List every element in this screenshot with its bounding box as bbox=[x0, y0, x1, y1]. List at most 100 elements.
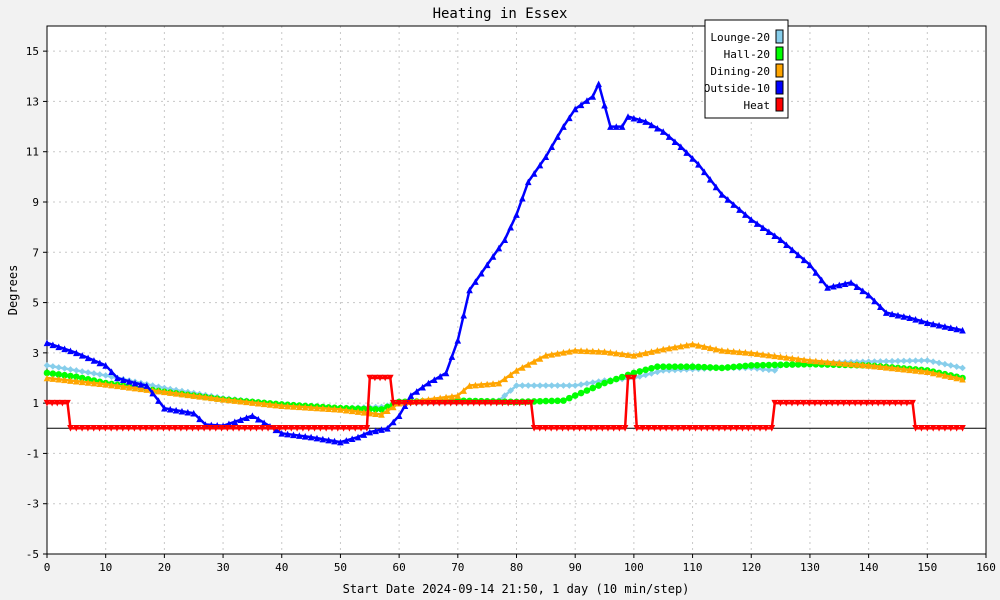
data-point-heat bbox=[351, 424, 359, 432]
data-point-hall-20 bbox=[595, 382, 602, 389]
data-point-dining-20 bbox=[742, 349, 749, 356]
x-tick-label: 140 bbox=[859, 561, 879, 574]
data-point-dining-20 bbox=[219, 396, 227, 403]
data-point-heat bbox=[481, 399, 489, 407]
data-point-dining-20 bbox=[882, 364, 890, 371]
data-point-lounge-20 bbox=[659, 367, 667, 374]
data-point-dining-20 bbox=[894, 365, 902, 372]
data-point-heat bbox=[206, 424, 214, 432]
data-point-hall-20 bbox=[536, 397, 544, 405]
data-point-dining-20 bbox=[624, 351, 632, 358]
data-point-outside-10 bbox=[912, 316, 919, 323]
data-point-heat bbox=[610, 424, 618, 432]
data-point-lounge-20 bbox=[941, 360, 949, 368]
data-point-heat bbox=[721, 424, 729, 432]
data-point-outside-10 bbox=[818, 276, 825, 284]
data-point-heat bbox=[739, 424, 746, 432]
data-point-dining-20 bbox=[125, 384, 133, 391]
data-point-lounge-20 bbox=[49, 363, 57, 370]
data-point-dining-20 bbox=[466, 382, 473, 389]
data-point-outside-10 bbox=[366, 428, 374, 436]
data-point-dining-20 bbox=[953, 374, 960, 382]
data-point-heat bbox=[886, 399, 893, 407]
data-point-dining-20 bbox=[143, 386, 151, 393]
data-point-dining-20 bbox=[806, 357, 814, 364]
data-point-heat bbox=[846, 399, 853, 407]
data-point-heat bbox=[212, 424, 220, 432]
data-point-heat bbox=[435, 399, 443, 407]
data-point-lounge-20 bbox=[73, 367, 80, 374]
data-point-outside-10 bbox=[742, 211, 749, 218]
data-point-lounge-20 bbox=[55, 364, 63, 371]
data-point-outside-10 bbox=[354, 433, 362, 441]
data-point-dining-20 bbox=[530, 358, 538, 365]
x-tick-label: 160 bbox=[976, 561, 996, 574]
data-point-outside-10 bbox=[618, 123, 626, 130]
data-point-lounge-20 bbox=[771, 367, 779, 374]
data-point-dining-20 bbox=[712, 345, 720, 353]
data-point-hall-20 bbox=[577, 389, 585, 397]
data-point-dining-20 bbox=[348, 407, 356, 415]
data-point-dining-20 bbox=[654, 347, 661, 354]
data-point-outside-10 bbox=[683, 149, 690, 156]
data-point-outside-10 bbox=[489, 253, 497, 260]
data-point-hall-20 bbox=[636, 368, 644, 375]
data-point-dining-20 bbox=[918, 367, 925, 375]
y-tick-label: 13 bbox=[26, 95, 39, 108]
data-point-outside-10 bbox=[929, 320, 937, 328]
data-point-dining-20 bbox=[777, 353, 784, 360]
data-point-outside-10 bbox=[131, 379, 139, 387]
data-point-outside-10 bbox=[824, 284, 831, 291]
data-point-outside-10 bbox=[313, 434, 321, 442]
x-tick-label: 40 bbox=[275, 561, 288, 574]
data-point-outside-10 bbox=[677, 143, 685, 150]
data-point-hall-20 bbox=[378, 406, 385, 413]
data-point-dining-20 bbox=[372, 410, 379, 418]
data-point-outside-10 bbox=[753, 220, 761, 227]
data-point-outside-10 bbox=[542, 153, 550, 161]
data-point-lounge-20 bbox=[935, 359, 943, 367]
data-point-dining-20 bbox=[548, 351, 556, 358]
data-point-heat bbox=[547, 424, 555, 432]
data-point-hall-20 bbox=[372, 405, 379, 413]
data-point-dining-20 bbox=[601, 348, 608, 355]
data-point-heat bbox=[542, 424, 549, 432]
data-point-outside-10 bbox=[61, 345, 68, 353]
data-point-heat bbox=[851, 399, 859, 407]
data-point-outside-10 bbox=[759, 224, 767, 231]
data-point-lounge-20 bbox=[959, 364, 966, 372]
data-point-dining-20 bbox=[947, 373, 955, 381]
series-heat bbox=[43, 374, 966, 432]
data-point-dining-20 bbox=[96, 380, 104, 387]
data-point-outside-10 bbox=[102, 362, 109, 369]
data-point-heat bbox=[387, 374, 394, 382]
data-point-dining-20 bbox=[172, 390, 180, 397]
data-point-outside-10 bbox=[947, 324, 955, 332]
data-point-hall-20 bbox=[759, 361, 767, 369]
data-point-dining-20 bbox=[389, 403, 397, 411]
data-point-outside-10 bbox=[495, 244, 503, 252]
data-point-dining-20 bbox=[812, 357, 820, 365]
y-axis-label: Degrees bbox=[6, 265, 20, 316]
data-point-dining-20 bbox=[237, 397, 244, 405]
data-point-dining-20 bbox=[137, 385, 145, 393]
data-point-dining-20 bbox=[800, 356, 808, 363]
data-point-heat bbox=[768, 424, 776, 432]
data-point-outside-10 bbox=[730, 201, 737, 208]
data-point-dining-20 bbox=[877, 363, 884, 370]
data-point-outside-10 bbox=[378, 426, 385, 433]
data-point-dining-20 bbox=[254, 399, 262, 407]
data-point-heat bbox=[125, 424, 132, 432]
data-point-outside-10 bbox=[360, 431, 368, 438]
data-point-hall-20 bbox=[736, 363, 743, 370]
data-point-heat bbox=[674, 424, 682, 432]
data-point-outside-10 bbox=[789, 246, 796, 254]
data-point-hall-20 bbox=[789, 361, 796, 368]
data-point-lounge-20 bbox=[96, 371, 104, 378]
data-point-dining-20 bbox=[524, 361, 532, 368]
data-point-lounge-20 bbox=[571, 382, 579, 389]
data-point-heat bbox=[200, 424, 208, 432]
data-point-dining-20 bbox=[260, 400, 268, 408]
data-point-heat bbox=[165, 424, 173, 432]
data-point-outside-10 bbox=[278, 430, 286, 437]
